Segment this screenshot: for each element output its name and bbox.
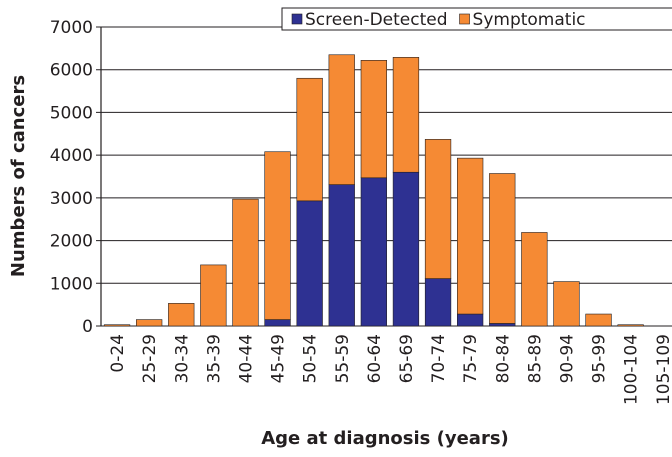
bar-segment xyxy=(360,177,387,327)
bar-segment xyxy=(200,264,227,327)
bar-segment xyxy=(457,157,484,315)
x-tick-label: 50-54 xyxy=(301,334,321,383)
x-tick-label: 25-29 xyxy=(140,334,160,383)
bar-segment xyxy=(136,319,163,327)
y-tick-label: 0 xyxy=(82,317,93,337)
bar-segment xyxy=(489,323,516,327)
bar-segment xyxy=(617,324,644,327)
x-tick-label: 65-69 xyxy=(397,334,417,383)
y-tick-label: 5000 xyxy=(50,103,93,123)
bar-segment xyxy=(457,313,484,327)
bar-segment xyxy=(328,54,355,185)
bar-segment xyxy=(553,281,580,327)
bar-segment xyxy=(296,200,323,327)
bar-segment xyxy=(360,60,387,179)
x-tick-label: 105-109 xyxy=(654,334,672,405)
bar-segment xyxy=(168,303,195,327)
legend-label: Screen-Detected xyxy=(305,10,448,30)
bar-segment xyxy=(103,324,131,327)
x-tick-label: 45-49 xyxy=(269,334,289,383)
bar-segment xyxy=(585,313,612,327)
x-tick-label: 0-24 xyxy=(108,334,128,373)
y-tick-label: 2000 xyxy=(50,232,93,252)
x-tick-label: 90-94 xyxy=(557,334,577,383)
bar-segment xyxy=(232,198,259,327)
legend-swatch xyxy=(459,13,470,25)
bar-segment xyxy=(489,173,516,324)
y-tick-label: 7000 xyxy=(50,18,93,38)
x-axis-title: Age at diagnosis (years) xyxy=(261,428,509,449)
y-tick-label: 1000 xyxy=(50,274,93,294)
bar-segment xyxy=(521,232,548,327)
bar-segment xyxy=(296,77,323,202)
x-tick-label: 95-99 xyxy=(590,334,610,383)
x-tick-label: 40-44 xyxy=(236,334,256,383)
legend-swatch xyxy=(291,13,303,25)
bar-segment xyxy=(424,278,452,327)
x-tick-label: 55-59 xyxy=(333,334,353,383)
x-tick-label: 85-89 xyxy=(525,334,545,383)
y-tick-label: 3000 xyxy=(50,189,93,209)
legend-box xyxy=(281,7,672,31)
bar-segment xyxy=(264,151,291,320)
x-tick-label: 30-34 xyxy=(172,334,192,383)
legend-label: Symptomatic xyxy=(473,10,586,30)
x-tick-label: 60-64 xyxy=(365,334,385,383)
x-tick-label: 100-104 xyxy=(622,334,642,405)
y-tick-label: 6000 xyxy=(50,61,93,81)
bar-segment xyxy=(392,171,420,327)
bar-segment xyxy=(264,319,291,327)
legend: Screen-Detected Symptomatic xyxy=(281,7,672,31)
bar-segment xyxy=(424,139,452,279)
y-axis-title: Numbers of cancers xyxy=(8,75,29,277)
y-tick-label: 4000 xyxy=(50,146,93,166)
x-tick-label: 70-74 xyxy=(429,334,449,383)
bar-segment xyxy=(392,57,420,173)
x-tick-label: 75-79 xyxy=(461,334,481,383)
bar-segment xyxy=(328,184,355,327)
x-tick-label: 80-84 xyxy=(493,334,513,383)
x-tick-label: 35-39 xyxy=(204,334,224,383)
